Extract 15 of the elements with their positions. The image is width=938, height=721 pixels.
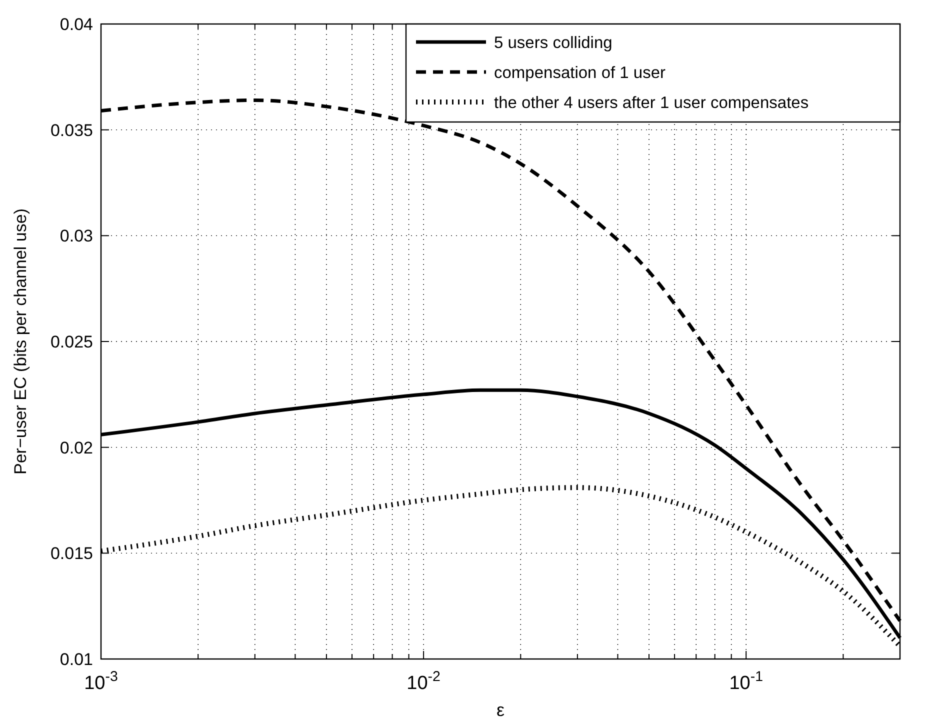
legend-label: compensation of 1 user <box>494 64 666 82</box>
x-axis-title: ε <box>496 700 505 720</box>
x-tick-label: 10$^{-1}$ <box>729 669 764 694</box>
y-tick-label: 0.015 <box>50 544 93 564</box>
y-axis-title: Per−user EC (bits per channel use) <box>11 208 30 474</box>
y-tick-label: 0.04 <box>60 15 93 34</box>
y-tick-label: 0.03 <box>60 226 93 246</box>
y-tick-label: 0.01 <box>60 650 93 669</box>
x-tick-label: 10$^{-3}$ <box>84 669 118 694</box>
y-tick-label: 0.025 <box>50 332 93 352</box>
y-tick-label: 0.02 <box>60 438 93 458</box>
x-tick-label: 10$^{-2}$ <box>406 669 441 694</box>
y-tick-label: 0.035 <box>50 120 93 140</box>
legend-label: the other 4 users after 1 user compensates <box>494 94 809 112</box>
legend-label: 5 users colliding <box>494 34 612 52</box>
